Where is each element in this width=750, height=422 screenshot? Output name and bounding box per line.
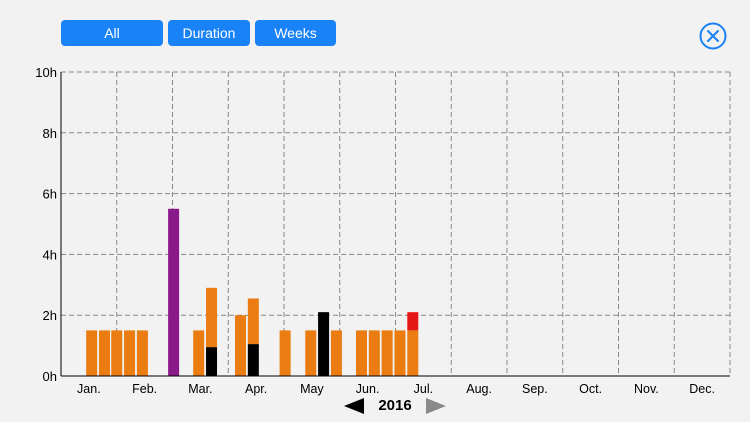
bars — [86, 208, 419, 376]
bar-segment-black — [206, 347, 218, 376]
x-tick-label: Jun. — [356, 382, 380, 396]
bar-segment-orange — [206, 287, 218, 348]
x-tick-label: Apr. — [245, 382, 267, 396]
bar-segment-purple — [168, 208, 180, 376]
bar-segment-orange — [136, 330, 148, 376]
bar-segment-orange — [394, 330, 406, 376]
bar-segment-red — [407, 312, 419, 331]
x-tick-label: Feb. — [132, 382, 157, 396]
y-tick-label: 0h — [43, 369, 57, 384]
y-tick-label: 4h — [43, 247, 57, 262]
x-tick-label: Oct. — [579, 382, 602, 396]
bar-segment-orange — [381, 330, 393, 376]
bar-segment-orange — [193, 330, 205, 376]
bar-segment-orange — [235, 315, 247, 376]
y-tick-label: 10h — [35, 65, 57, 80]
weeks-button[interactable]: Weeks — [255, 20, 336, 46]
duration-button[interactable]: Duration — [168, 20, 250, 46]
bar-segment-orange — [330, 330, 342, 376]
x-tick-label: Aug. — [466, 382, 492, 396]
bar-segment-orange — [355, 330, 367, 376]
y-tick-label: 2h — [43, 308, 57, 323]
x-tick-label: Sep. — [522, 382, 548, 396]
bar-segment-orange — [368, 330, 380, 376]
bar-segment-orange — [86, 330, 98, 376]
x-tick-label: Nov. — [634, 382, 659, 396]
all-button[interactable]: All — [61, 20, 163, 46]
x-tick-label: Jul. — [414, 382, 433, 396]
bar-segment-black — [247, 344, 259, 376]
bar-segment-orange — [247, 298, 259, 345]
bar-segment-black — [318, 312, 330, 376]
bar-segment-orange — [407, 330, 419, 376]
y-axis-labels: 0h 2h 4h 6h 8h 10h — [35, 65, 57, 384]
x-tick-label: Jan. — [77, 382, 101, 396]
bar-segment-orange — [98, 330, 110, 376]
x-tick-label: May — [300, 382, 324, 396]
year-navigator: 2016 — [344, 396, 448, 416]
axes — [60, 72, 730, 377]
y-tick-label: 8h — [43, 126, 57, 141]
x-tick-label: Mar. — [188, 382, 212, 396]
year-label: 2016 — [378, 397, 412, 414]
y-tick-label: 6h — [43, 187, 57, 202]
bar-segment-orange — [124, 330, 136, 376]
bar-segment-orange — [111, 330, 123, 376]
grid — [61, 71, 731, 376]
bar-segment-orange — [279, 330, 291, 376]
close-icon[interactable] — [699, 22, 727, 50]
prev-year-icon[interactable] — [344, 398, 364, 414]
bar-segment-orange — [305, 330, 317, 376]
x-axis-labels: Jan. Feb. Mar. Apr. May Jun. Jul. Aug. Sep. Oct. N… — [77, 382, 715, 396]
x-tick-label: Dec. — [689, 382, 715, 396]
next-year-icon[interactable] — [426, 398, 446, 414]
